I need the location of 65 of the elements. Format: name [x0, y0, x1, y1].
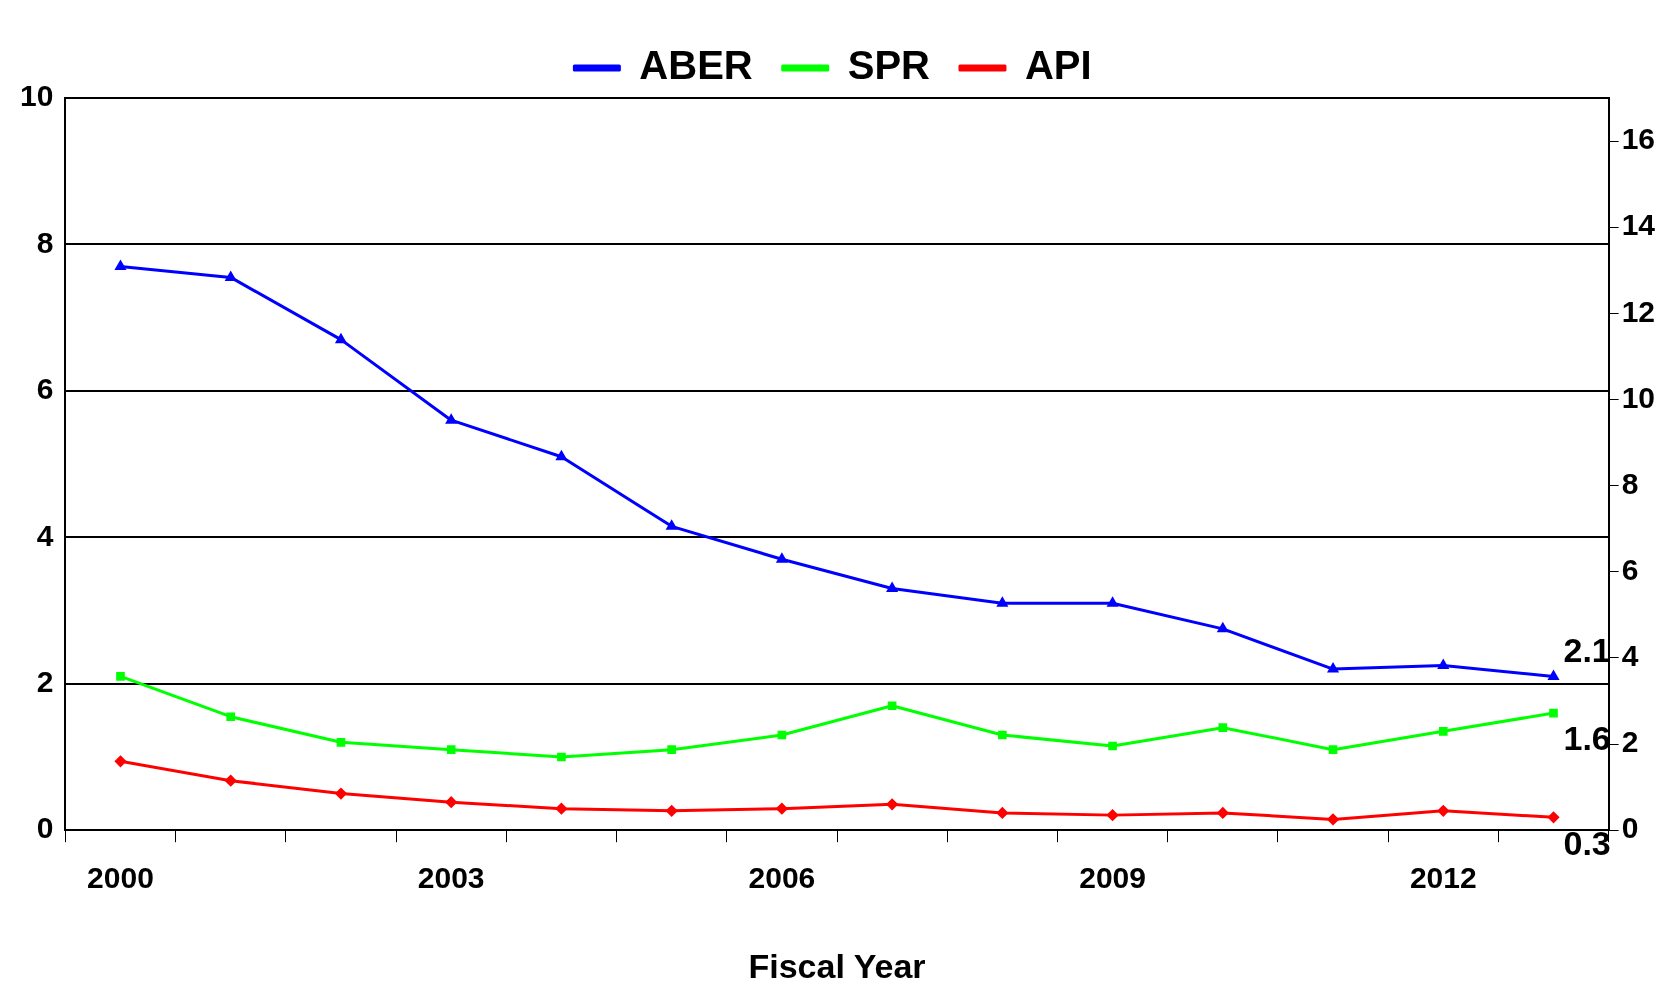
point — [887, 701, 897, 711]
legend-label: API — [1024, 43, 1092, 88]
point — [226, 712, 236, 722]
y2-tick-label: 2 — [1621, 725, 1639, 759]
point — [1217, 807, 1229, 819]
point — [1107, 597, 1118, 607]
point — [776, 553, 787, 563]
point — [557, 752, 566, 762]
y2-tick-label: 10 — [1621, 380, 1656, 414]
point — [1549, 708, 1558, 718]
point — [1108, 741, 1117, 751]
point — [1328, 663, 1339, 673]
point — [1107, 809, 1119, 821]
point — [116, 672, 125, 681]
y-tick-label: 2 — [36, 665, 54, 699]
data-label: 2.1 — [1563, 630, 1611, 669]
point — [1438, 727, 1448, 736]
y-tick-label: 8 — [36, 225, 54, 259]
point — [998, 730, 1007, 740]
point — [335, 788, 347, 800]
point — [336, 738, 346, 747]
x-tick-label: 2012 — [1409, 861, 1477, 895]
y2-tick-label: 14 — [1621, 208, 1656, 242]
x-tick-label: 2009 — [1079, 861, 1146, 895]
data-label: 1.6 — [1563, 719, 1611, 758]
point — [115, 260, 126, 270]
point — [445, 796, 457, 808]
point — [777, 730, 787, 740]
y-tick-label: 10 — [19, 79, 54, 113]
point — [1218, 723, 1228, 733]
point — [1548, 811, 1560, 823]
point — [1327, 813, 1339, 825]
point — [666, 805, 678, 817]
point — [446, 414, 457, 424]
y2-tick-label: 4 — [1621, 639, 1639, 673]
point — [666, 520, 677, 530]
data-label: 0.3 — [1563, 823, 1611, 862]
point — [776, 803, 788, 815]
point — [667, 745, 676, 754]
y2-tick-label: 6 — [1621, 553, 1639, 587]
y2-tick-label: 0 — [1621, 811, 1639, 845]
point — [225, 775, 237, 787]
point — [996, 807, 1008, 819]
legend-label: ABER — [639, 43, 753, 88]
y-tick-label: 0 — [36, 811, 54, 845]
point — [114, 755, 126, 767]
point — [555, 803, 567, 815]
x-axis-title: Fiscal Year — [748, 946, 926, 985]
legend-label: SPR — [847, 43, 931, 88]
point — [1548, 670, 1559, 680]
point — [997, 597, 1008, 607]
point — [1438, 659, 1449, 669]
x-tick-label: 2003 — [417, 861, 485, 895]
point — [886, 798, 898, 810]
y2-tick-label: 12 — [1621, 294, 1656, 328]
x-tick-label: 2006 — [748, 861, 816, 895]
y-tick-label: 6 — [36, 372, 54, 406]
y2-tick-label: 8 — [1621, 466, 1639, 500]
y-tick-label: 4 — [36, 518, 54, 552]
point — [225, 271, 236, 281]
y2-tick-label: 16 — [1621, 122, 1656, 156]
point — [1328, 745, 1338, 754]
point — [1437, 805, 1449, 817]
x-tick-label: 2000 — [87, 861, 154, 895]
point — [446, 745, 456, 754]
